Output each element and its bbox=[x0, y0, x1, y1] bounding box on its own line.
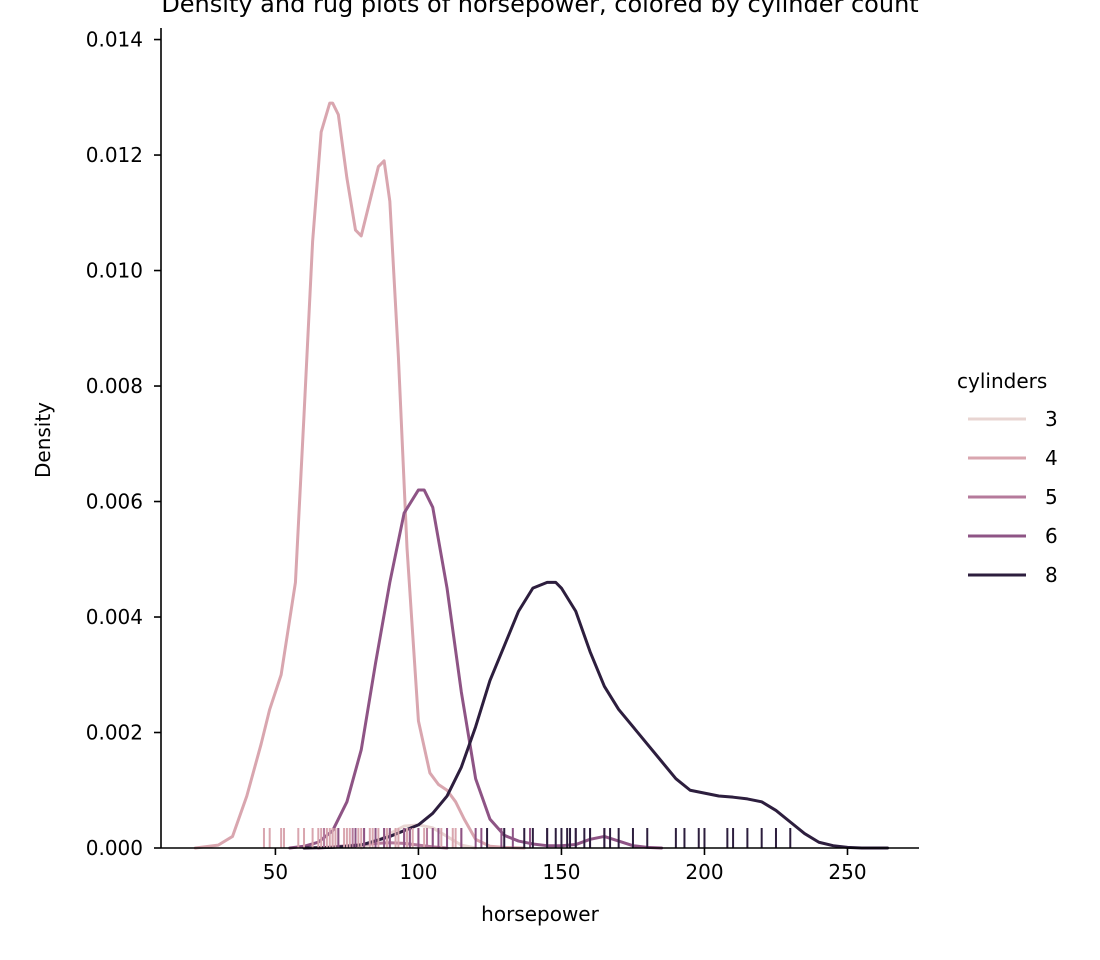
x-tick-label: 250 bbox=[828, 860, 866, 884]
y-tick-label: 0.008 bbox=[86, 374, 143, 398]
y-tick-label: 0.002 bbox=[86, 721, 143, 745]
y-tick-label: 0.006 bbox=[86, 490, 143, 514]
density-line-6 bbox=[288, 488, 664, 850]
legend-label-4: 4 bbox=[1045, 446, 1058, 470]
y-tick-label: 0.004 bbox=[86, 605, 143, 629]
rug-group-5 bbox=[323, 828, 429, 848]
legend-label-8: 8 bbox=[1045, 563, 1058, 587]
y-tick-label: 0.014 bbox=[86, 28, 143, 52]
y-tick-label: 0.010 bbox=[86, 259, 143, 283]
x-tick-label: 100 bbox=[399, 860, 437, 884]
x-tick-label: 150 bbox=[542, 860, 580, 884]
y-axis-label: Density bbox=[31, 402, 55, 478]
rug-group-8 bbox=[486, 828, 792, 848]
legend-label-5: 5 bbox=[1045, 485, 1058, 509]
x-tick-label: 200 bbox=[685, 860, 723, 884]
density-line-8 bbox=[302, 580, 890, 850]
y-tick-label: 0.000 bbox=[86, 836, 143, 860]
legend-label-6: 6 bbox=[1045, 524, 1058, 548]
chart-title: Density and rug plots of horsepower, col… bbox=[161, 0, 918, 18]
legend-label-3: 3 bbox=[1045, 407, 1058, 431]
x-tick-label: 50 bbox=[263, 860, 288, 884]
axes: 50 100 150 200 250 0.000 0.002 0.004 0.006 0.008 0… bbox=[86, 28, 919, 884]
legend: cylinders 3 4 5 6 8 bbox=[957, 369, 1058, 587]
x-axis-label: horsepower bbox=[481, 902, 599, 926]
y-tick-label: 0.012 bbox=[86, 143, 143, 167]
plot-area bbox=[193, 101, 890, 850]
density-line-4 bbox=[193, 101, 526, 850]
legend-title: cylinders bbox=[957, 369, 1047, 393]
